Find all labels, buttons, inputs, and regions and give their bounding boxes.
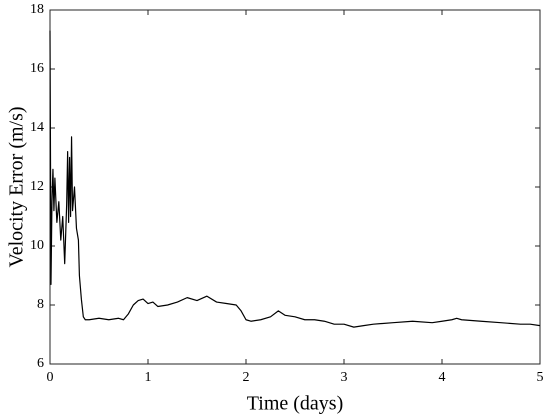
x-tick-label: 3: [341, 370, 348, 385]
y-tick-label: 8: [37, 297, 44, 312]
x-axis-label: Time (days): [247, 393, 343, 415]
y-tick-label: 16: [30, 61, 44, 76]
data-line: [49, 30, 541, 328]
x-tick-label: 5: [537, 370, 544, 385]
x-tick-label: 1: [145, 370, 152, 385]
y-axis-label: Velocity Error (m/s): [6, 106, 28, 267]
y-tick-label: 14: [30, 120, 44, 135]
y-tick-label: 10: [30, 238, 44, 253]
x-tick-label: 4: [439, 370, 446, 385]
x-tick-label: 0: [47, 370, 54, 385]
x-tick-label: 2: [243, 370, 250, 385]
y-tick-label: 18: [30, 2, 44, 17]
y-tick-label: 12: [30, 179, 44, 194]
y-tick-label: 6: [37, 356, 44, 371]
